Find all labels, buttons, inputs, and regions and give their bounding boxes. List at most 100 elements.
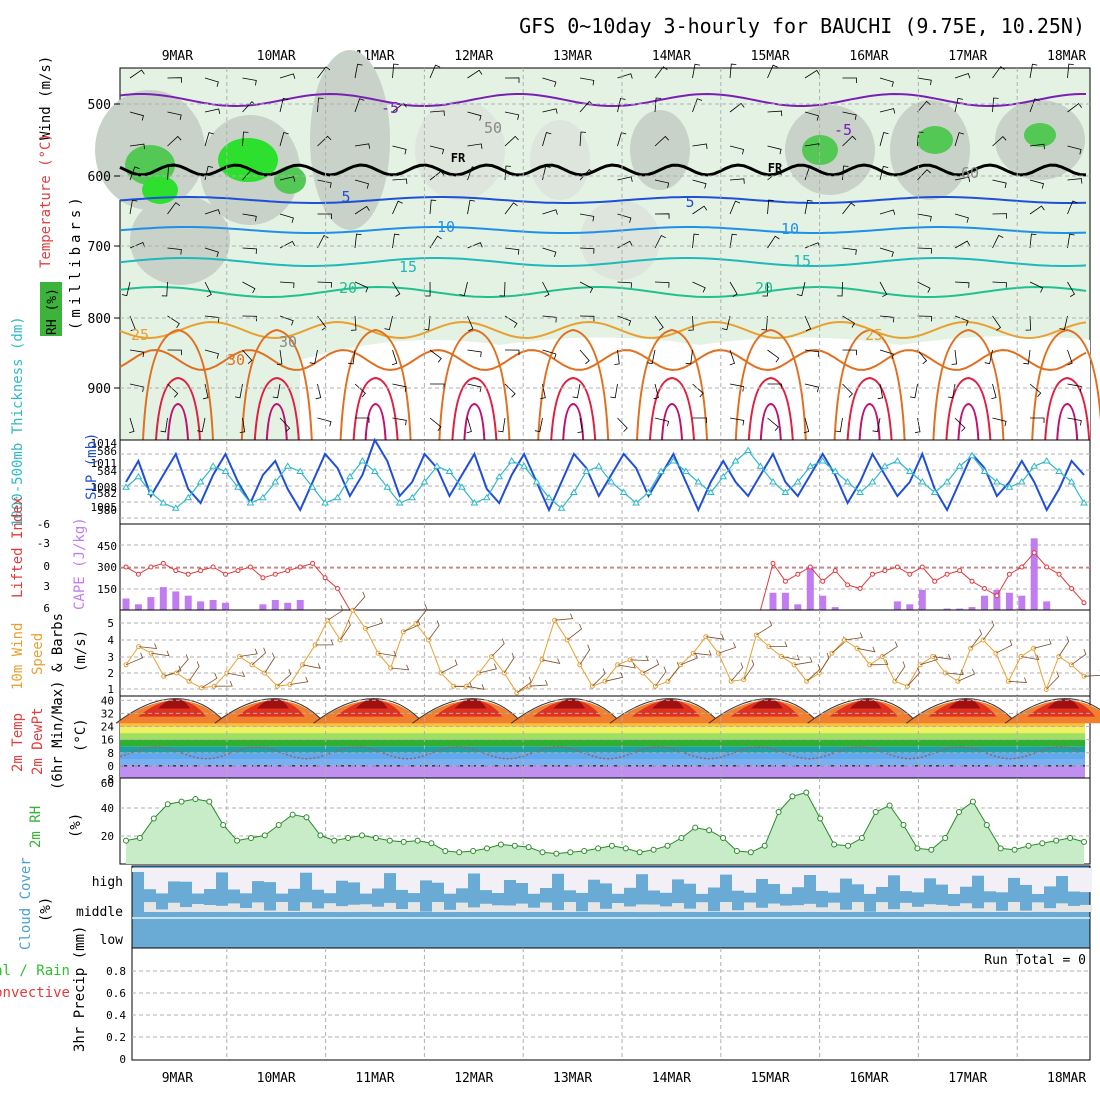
heat-arch-inner bbox=[155, 376, 201, 441]
wind10m-barb bbox=[176, 654, 189, 674]
temp-line bbox=[708, 698, 820, 724]
wind-barb bbox=[917, 169, 931, 181]
thickness-marker bbox=[221, 467, 230, 474]
cloud-middle-fill bbox=[288, 910, 300, 913]
wind-barb bbox=[879, 349, 894, 360]
cloud-middle-fill bbox=[504, 905, 516, 913]
wind-barb bbox=[879, 281, 888, 298]
cloud-middle-fill bbox=[756, 907, 768, 912]
cloud-high-fill bbox=[420, 868, 432, 881]
cloud-high-fill bbox=[216, 868, 228, 873]
wind-barb bbox=[1067, 417, 1082, 426]
rh2m-marker bbox=[136, 835, 143, 841]
cloud-middle-fill bbox=[180, 907, 192, 912]
lifted-index-marker bbox=[795, 571, 801, 577]
lifted-index-marker bbox=[235, 568, 241, 574]
temp-line bbox=[313, 698, 424, 724]
rh2m-marker bbox=[442, 848, 449, 854]
contour-25 bbox=[119, 320, 1087, 340]
wind-barb bbox=[348, 349, 356, 365]
lifted-index-marker bbox=[957, 568, 963, 574]
wind-barb bbox=[392, 417, 407, 426]
wind-barb bbox=[804, 199, 813, 215]
cloud-high-fill bbox=[984, 868, 996, 892]
cloud-high-fill bbox=[900, 868, 912, 892]
wind-barb bbox=[497, 417, 506, 433]
temp-max-fill bbox=[1047, 698, 1080, 709]
wind-barb bbox=[167, 111, 182, 120]
cloud-middle-fill bbox=[144, 902, 156, 912]
thickness-marker bbox=[271, 478, 280, 485]
rh2m-marker bbox=[248, 835, 254, 841]
wind10m-panel: 5 4 3 2 1 10m Wind Speed & Barbs (m/s) bbox=[10, 591, 1100, 697]
rh2m-marker bbox=[872, 809, 879, 815]
cape-bar bbox=[271, 600, 279, 610]
wind-barb bbox=[577, 417, 583, 433]
cloud-middle-fill bbox=[600, 908, 612, 912]
cape-bar bbox=[819, 595, 827, 610]
wind-barb bbox=[729, 349, 736, 366]
wind-barb bbox=[355, 417, 370, 423]
thickness-marker bbox=[769, 478, 777, 485]
cloud-middle-fill bbox=[276, 902, 288, 913]
cloud-middle-fill bbox=[612, 903, 624, 913]
lifted-index-marker bbox=[123, 564, 129, 570]
thickness-marker bbox=[184, 493, 193, 501]
precip-run-total: Run Total = 0 bbox=[984, 953, 1086, 968]
wind-barb bbox=[879, 209, 896, 215]
lifted-index-marker bbox=[994, 593, 1000, 599]
cloud-middle-fill bbox=[168, 902, 180, 913]
slp-axis-label: SLP (mb) bbox=[84, 433, 100, 500]
wind-barb bbox=[317, 179, 332, 188]
wind-barb bbox=[129, 143, 145, 150]
rh2m-marker bbox=[359, 832, 365, 839]
heat-arch-outer bbox=[1031, 328, 1100, 441]
cape-grid bbox=[120, 524, 1090, 610]
temp-line bbox=[214, 698, 326, 724]
wind10m-label-b: Speed bbox=[30, 633, 46, 675]
wind-barb bbox=[129, 199, 138, 215]
wind-barb bbox=[504, 349, 520, 356]
wind-barb bbox=[1067, 383, 1082, 392]
cloud-middle-fill bbox=[1008, 902, 1020, 913]
wind10m-barb bbox=[869, 659, 889, 666]
cloud-middle-fill bbox=[576, 911, 588, 913]
thickness-marker bbox=[259, 493, 267, 501]
heat-arch-core bbox=[661, 402, 683, 441]
wind-barb bbox=[542, 281, 550, 298]
rh2m-marker bbox=[622, 845, 629, 852]
contour-label: 30 bbox=[279, 333, 297, 351]
cloud-high-fill bbox=[396, 868, 408, 890]
lifted-index-marker bbox=[297, 564, 303, 570]
heat-arch-outer bbox=[240, 328, 313, 441]
cloud-high-fill bbox=[1044, 868, 1056, 887]
thickness-marker bbox=[1067, 478, 1076, 485]
wind-barb bbox=[272, 383, 281, 399]
wind-barb bbox=[992, 179, 1007, 189]
rh2m-marker bbox=[386, 837, 393, 844]
wind-barb bbox=[167, 383, 179, 398]
cloud-middle-fill bbox=[624, 906, 636, 912]
cloud-high-fill bbox=[132, 868, 144, 872]
wind-barb bbox=[729, 383, 745, 392]
wind10m-barb bbox=[604, 672, 624, 682]
cloud-middle-fill bbox=[1068, 905, 1080, 913]
wind-barb bbox=[617, 97, 626, 113]
wind-barb bbox=[654, 97, 662, 113]
cloud-unit: (%) bbox=[38, 897, 54, 922]
wind-barb bbox=[429, 235, 442, 249]
cloud-high-fill bbox=[156, 868, 168, 894]
top-date-label: 18MAR bbox=[1047, 49, 1086, 64]
wind-barb bbox=[161, 281, 168, 297]
cloud-high-fill bbox=[408, 868, 420, 894]
wind10m-barb bbox=[592, 668, 606, 687]
cape-bar bbox=[147, 597, 155, 610]
wind10m-barb bbox=[491, 638, 505, 657]
rh-shade bbox=[580, 200, 660, 280]
contour-label: 5 bbox=[341, 188, 350, 206]
cloud-high-fill bbox=[1020, 868, 1032, 885]
thickness-marker bbox=[1017, 478, 1026, 485]
temp2m-tick-label: 32 bbox=[101, 707, 114, 720]
precip-panel: 0.8 0.6 0.4 0.2 0 Run Total = 0 3hr Precip (… bbox=[0, 926, 1091, 1066]
cloud-middle-fill bbox=[336, 906, 348, 913]
